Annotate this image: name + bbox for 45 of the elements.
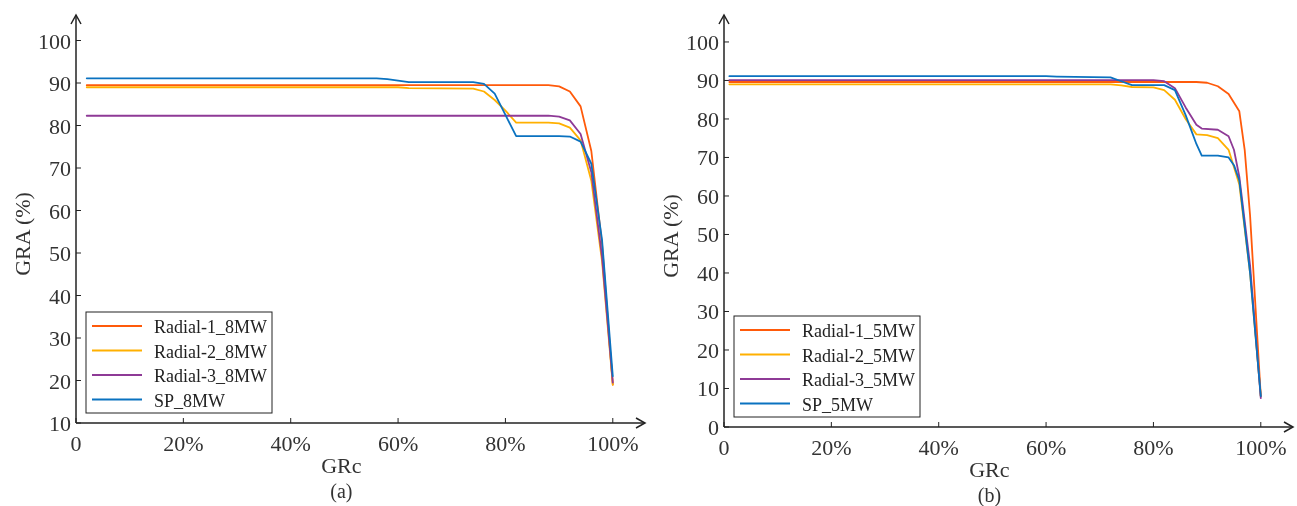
- y-tick-label: 30: [49, 326, 71, 351]
- x-axis-title: GRc: [321, 453, 362, 478]
- y-tick-label: 30: [697, 299, 719, 325]
- y-tick-label: 90: [49, 71, 71, 96]
- y-tick-label: 40: [49, 283, 71, 309]
- y-axis-title: GRA (%): [10, 192, 35, 276]
- y-tick-label: 0: [708, 415, 719, 440]
- legend-label: Radial-3_8MW: [154, 366, 267, 386]
- legend-label: SP_5MW: [802, 394, 874, 415]
- x-tick-label: 60%: [377, 431, 419, 456]
- x-tick-label: 40%: [918, 435, 959, 460]
- y-tick-label: 50: [697, 222, 719, 248]
- x-tick-label: 100%: [587, 431, 639, 456]
- x-tick-label: 20%: [811, 435, 852, 460]
- legend-label: SP_8MW: [154, 390, 226, 411]
- y-tick-label: 90: [697, 68, 719, 94]
- text: (b): [977, 484, 1002, 506]
- y-tick-label: 100: [686, 29, 719, 55]
- y-tick-label: 80: [697, 106, 719, 132]
- y-tick-label: 60: [697, 183, 719, 209]
- y-tick-label: 100: [38, 28, 71, 54]
- y-tick-label: 20: [697, 337, 719, 363]
- y-tick-label: 10: [697, 376, 719, 402]
- x-axis-title: GRc: [969, 457, 1010, 482]
- y-tick-label: 80: [49, 113, 71, 139]
- x-tick-label: 80%: [485, 431, 526, 456]
- text: (a): [330, 480, 353, 503]
- y-tick-label: 50: [49, 241, 71, 266]
- y-tick-label: 70: [697, 145, 719, 171]
- legend-label: Radial-2_5MW: [802, 345, 915, 366]
- x-tick-label: 60%: [1025, 435, 1067, 460]
- x-tick-label: 80%: [1133, 435, 1174, 460]
- legend-label: Radial-1_5MW: [802, 321, 915, 341]
- y-tick-label: 20: [49, 368, 71, 394]
- legend-label: Radial-2_8MW: [154, 341, 267, 362]
- x-tick-label: 20%: [163, 431, 204, 456]
- y-tick-label: 60: [49, 198, 71, 224]
- legend-label: Radial-3_5MW: [802, 370, 915, 390]
- y-tick-label: 40: [697, 260, 719, 286]
- legend-label: Radial-1_8MW: [154, 317, 267, 337]
- y-axis-title: GRA (%): [658, 194, 683, 278]
- y-tick-label: 10: [49, 411, 71, 436]
- x-tick-label: 100%: [1235, 435, 1287, 460]
- y-tick-label: 70: [49, 156, 71, 181]
- x-tick-label: 40%: [270, 431, 311, 456]
